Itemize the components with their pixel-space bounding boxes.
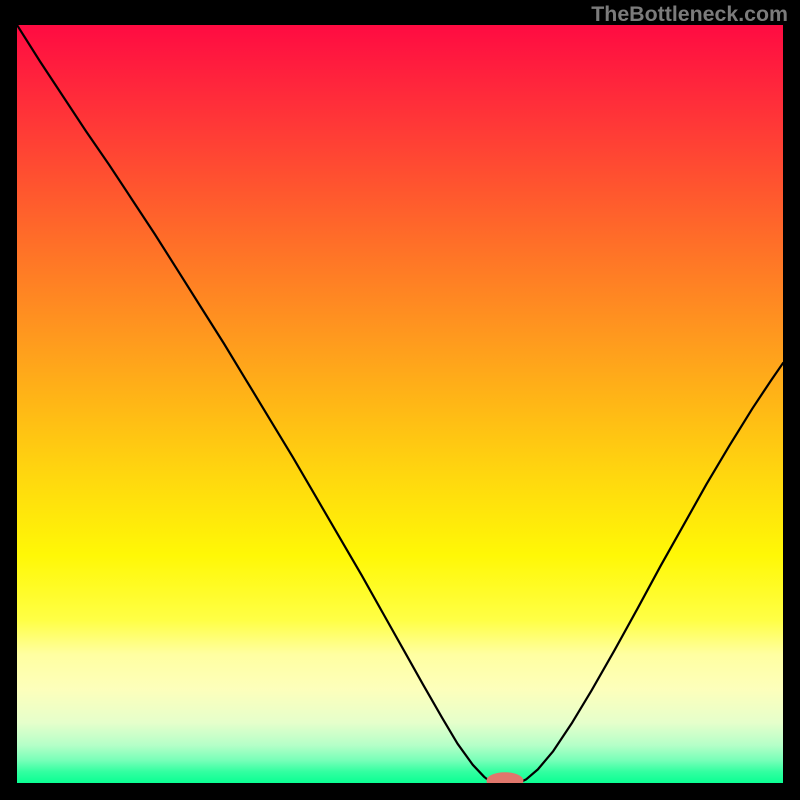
bottleneck-chart xyxy=(17,25,783,783)
chart-frame: TheBottleneck.com xyxy=(0,0,800,800)
gradient-background xyxy=(17,25,783,783)
watermark-text: TheBottleneck.com xyxy=(591,2,788,27)
